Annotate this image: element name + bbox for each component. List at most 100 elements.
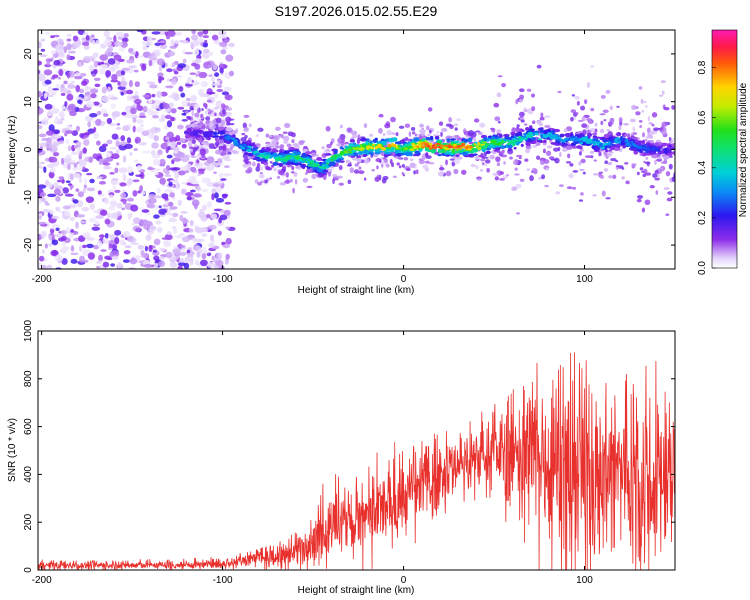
spectrogram-cell	[532, 144, 537, 148]
spectrogram-cell	[516, 124, 521, 128]
spectrogram-cell	[79, 133, 85, 138]
spectrogram-cell	[603, 151, 608, 155]
spectrogram-cell	[67, 163, 71, 171]
spectrogram-cell	[181, 236, 191, 243]
spectrogram-cell	[427, 133, 431, 137]
spectrogram-cell	[109, 251, 113, 258]
spectrogram-cell	[222, 244, 231, 249]
spectrogram-cell	[40, 118, 49, 126]
spectrogram-cell	[197, 173, 201, 177]
spectrogram-cell	[97, 176, 103, 180]
spectrogram-cell	[300, 155, 306, 158]
spectrogram-cell	[489, 154, 496, 160]
spectrogram-cell	[333, 154, 338, 158]
spectrogram-cell	[374, 146, 378, 150]
spectrogram-cell	[190, 41, 196, 49]
spectrogram-cell	[181, 112, 187, 116]
snr-x-tick-label: -200	[32, 575, 52, 586]
spectrogram-cell	[184, 170, 190, 174]
spectrogram-cell	[119, 33, 123, 38]
spectrogram-cell	[307, 164, 313, 167]
spectrogram-cell	[196, 238, 205, 242]
spectrogram-cell	[130, 107, 137, 115]
spectrogram-cell	[544, 124, 551, 129]
spectrogram-cell	[425, 152, 429, 157]
spectrogram-cell	[397, 144, 400, 148]
spectrogram-cell	[48, 124, 55, 132]
spectrogram-cell	[123, 250, 131, 255]
spectrogram-cell	[100, 249, 107, 252]
spectrogram-cell	[438, 121, 444, 126]
spectrogram-cell	[52, 142, 59, 146]
spectrogram-cell	[122, 155, 127, 163]
spectrogram-cell	[618, 116, 623, 123]
spectrogram-cell	[119, 80, 128, 88]
spectrogram-cell	[403, 156, 409, 161]
spectrogram-cell	[180, 92, 186, 98]
spectrogram-cell	[376, 141, 383, 144]
spectrogram-cell	[180, 244, 186, 249]
spectrogram-cell	[141, 63, 147, 72]
spectrogram-cell	[415, 169, 419, 175]
spectrogram-cell	[204, 133, 209, 136]
spectrogram-cell	[198, 71, 208, 79]
spectrogram-cell	[475, 130, 481, 133]
spectrogram-cell	[492, 172, 499, 177]
spectrogram-cell	[226, 135, 231, 138]
snr-series-line	[38, 352, 675, 570]
spectrogram-cell	[126, 59, 135, 64]
spectrogram-cell	[240, 137, 247, 142]
spectrogram-cell	[355, 147, 359, 149]
spectrogram-cell	[58, 50, 65, 57]
spectrogram-cell	[568, 173, 574, 179]
spectrogram-cell	[452, 146, 458, 149]
spectrogram-cell	[474, 143, 477, 146]
spectrogram-cell	[38, 125, 43, 130]
spectrogram-cell	[306, 165, 311, 170]
spectrogram-cell	[393, 144, 397, 148]
spectrogram-cell	[98, 158, 103, 166]
spectrogram-cell	[253, 150, 259, 154]
spectrogram-cell	[139, 185, 143, 192]
spectrogram-cell	[110, 153, 120, 160]
spectrogram-cell	[590, 64, 595, 69]
spectrogram-cell	[542, 129, 549, 134]
spectrogram-cell	[198, 248, 203, 254]
spectrogram-cell	[60, 157, 65, 165]
spectrogram-cell	[215, 117, 222, 124]
spectrogram-cell	[126, 197, 134, 202]
spectrogram-cell	[289, 146, 295, 150]
spectrogram-cell	[640, 98, 644, 104]
spectrogram-cell	[163, 124, 169, 130]
spectrogram-cell	[206, 91, 216, 95]
spectrogram-cell	[279, 149, 283, 153]
spectrogram-cell	[243, 114, 250, 118]
spectrogram-cell	[55, 44, 64, 52]
spectrogram-cell	[506, 142, 512, 145]
spectrogram-cell	[324, 153, 332, 156]
spectrogram-cell	[513, 173, 520, 176]
spectrogram-cell	[282, 157, 287, 160]
spectrogram-cell	[501, 83, 506, 88]
spectrogram-cell	[157, 149, 163, 156]
spectrogram-cell	[570, 116, 574, 122]
spectrogram-cell	[38, 221, 46, 225]
spectrogram-cell	[408, 131, 412, 137]
spectrogram-cell	[540, 129, 544, 134]
spectrogram-cell	[604, 160, 608, 165]
spectrogram-cell	[179, 166, 188, 171]
spectrogram-cell	[59, 247, 68, 254]
spectrogram-cell	[562, 148, 568, 152]
spectrogram-cell	[606, 129, 611, 132]
spectrogram-cell	[434, 143, 438, 147]
spectrogram-cell	[529, 132, 533, 136]
spectrogram-cell	[138, 142, 148, 146]
spectrogram-cell	[557, 146, 561, 152]
spectrogram-cell	[498, 133, 503, 139]
spectrogram-y-tick-label: -20	[23, 237, 34, 252]
spectrogram-cell	[149, 84, 158, 89]
spectrogram-cell	[51, 226, 55, 230]
spectrogram-cell	[398, 125, 405, 129]
spectrogram-cell	[448, 145, 453, 149]
spectrogram-cell	[69, 110, 77, 117]
